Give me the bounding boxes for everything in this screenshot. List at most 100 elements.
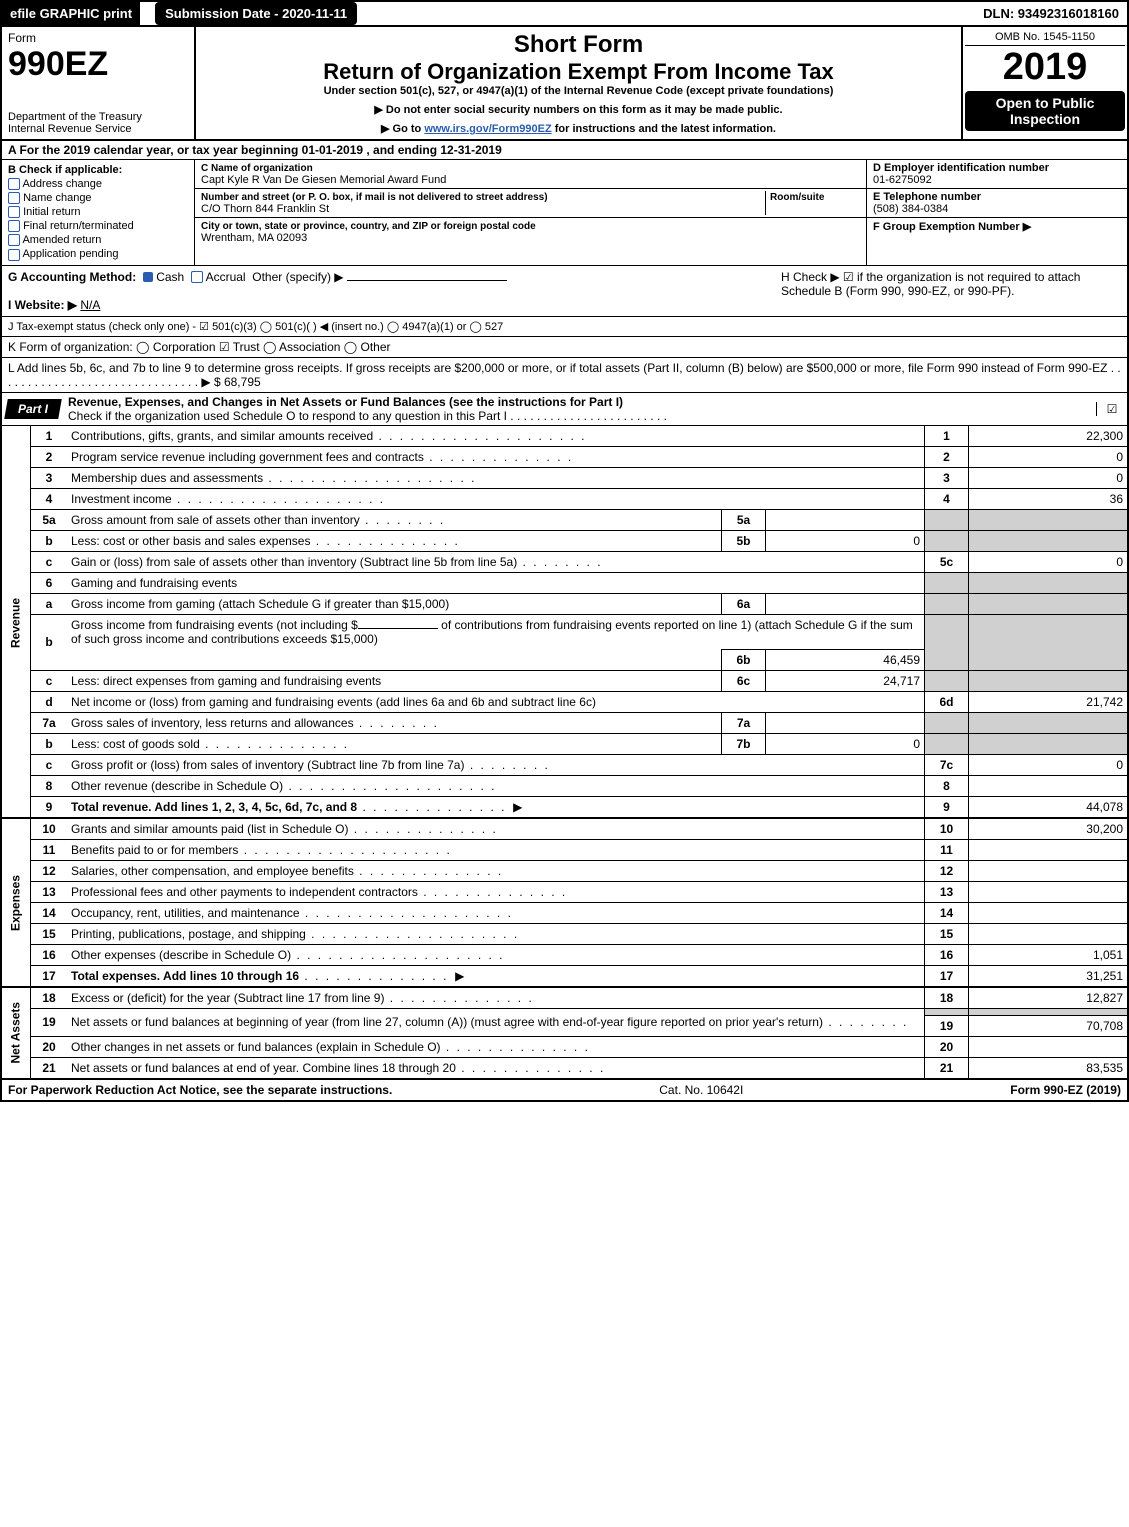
addr-value: C/O Thorn 844 Franklin St (201, 203, 329, 215)
part1-check[interactable]: ☑ (1096, 402, 1127, 416)
header-center: Short Form Return of Organization Exempt… (196, 27, 963, 139)
footer-center: Cat. No. 10642I (659, 1083, 743, 1097)
short-form-title: Short Form (200, 31, 957, 59)
row-6c: c Less: direct expenses from gaming and … (1, 670, 1128, 691)
efile-print-button[interactable]: efile GRAPHIC print (2, 2, 140, 25)
goto-pre: ▶ Go to (381, 123, 424, 135)
line-L-text: L Add lines 5b, 6c, and 7b to line 9 to … (8, 361, 1121, 389)
row-21: 21 Net assets or fund balances at end of… (1, 1057, 1128, 1078)
entity-block: B Check if applicable: Address change Na… (0, 160, 1129, 266)
box-DEF: D Employer identification number 01-6275… (867, 160, 1127, 265)
row-12: 12 Salaries, other compensation, and emp… (1, 860, 1128, 881)
row-2: 2 Program service revenue including gove… (1, 446, 1128, 467)
chk-application-pending[interactable]: Application pending (8, 248, 188, 260)
row-3: 3 Membership dues and assessments 3 0 (1, 467, 1128, 488)
top-bar: efile GRAPHIC print Submission Date - 20… (0, 0, 1129, 27)
part1-sub: Check if the organization used Schedule … (68, 409, 667, 423)
return-title: Return of Organization Exempt From Incom… (200, 59, 957, 85)
ein-label: D Employer identification number (873, 162, 1049, 174)
department-label: Department of the Treasury Internal Reve… (8, 111, 188, 135)
city-label: City or town, state or province, country… (201, 221, 536, 232)
row-19a: 19 Net assets or fund balances at beginn… (1, 1008, 1128, 1015)
part1-tab: Part I (4, 399, 62, 419)
form-header: Form 990EZ Department of the Treasury In… (0, 27, 1129, 141)
group-exemption-cell: F Group Exemption Number ▶ (867, 218, 1127, 235)
row-8: 8 Other revenue (describe in Schedule O)… (1, 775, 1128, 796)
row-6: 6 Gaming and fundraising events (1, 572, 1128, 593)
row-14: 14 Occupancy, rent, utilities, and maint… (1, 902, 1128, 923)
org-name-cell: C Name of organization Capt Kyle R Van D… (195, 160, 866, 189)
chk-name-change[interactable]: Name change (8, 192, 188, 204)
row-7c: c Gross profit or (loss) from sales of i… (1, 754, 1128, 775)
row-7b: b Less: cost of goods sold 7b 0 (1, 733, 1128, 754)
form-word: Form (8, 31, 188, 45)
line-A: A For the 2019 calendar year, or tax yea… (0, 141, 1129, 160)
row-5a: 5a Gross amount from sale of assets othe… (1, 509, 1128, 530)
line-L-value: $ 68,795 (214, 375, 261, 389)
chk-final-return[interactable]: Final return/terminated (8, 220, 188, 232)
row-9: 9 Total revenue. Add lines 1, 2, 3, 4, 5… (1, 796, 1128, 818)
dln-label: DLN: 93492316018160 (975, 2, 1127, 25)
row-6b: b Gross income from fundraising events (… (1, 614, 1128, 649)
city-value: Wrentham, MA 02093 (201, 232, 307, 244)
row-17: 17 Total expenses. Add lines 10 through … (1, 965, 1128, 987)
goto-instructions: ▶ Go to www.irs.gov/Form990EZ for instru… (200, 122, 957, 135)
city-cell: City or town, state or province, country… (195, 218, 866, 246)
open-public-badge: Open to Public Inspection (965, 91, 1125, 131)
line-H: H Check ▶ ☑ if the organization is not r… (771, 270, 1121, 312)
chk-cash[interactable] (143, 272, 153, 282)
chk-amended-return[interactable]: Amended return (8, 234, 188, 246)
tax-year: 2019 (965, 46, 1125, 89)
omb-number: OMB No. 1545-1150 (965, 29, 1125, 46)
chk-address-change[interactable]: Address change (8, 178, 188, 190)
6b-blank-input[interactable] (358, 628, 438, 629)
header-left: Form 990EZ Department of the Treasury In… (2, 27, 196, 139)
line-G: G Accounting Method: Cash Accrual Other … (8, 270, 771, 312)
room-label: Room/suite (770, 192, 824, 203)
line-K: K Form of organization: ◯ Corporation ☑ … (0, 337, 1129, 358)
line-G-label: G Accounting Method: (8, 270, 136, 284)
group-exemption-label: F Group Exemption Number ▶ (873, 221, 1031, 233)
chk-initial-return[interactable]: Initial return (8, 206, 188, 218)
row-7a: 7a Gross sales of inventory, less return… (1, 712, 1128, 733)
row-20: 20 Other changes in net assets or fund b… (1, 1036, 1128, 1057)
side-expenses: Expenses (1, 818, 31, 987)
footer-left: For Paperwork Reduction Act Notice, see … (8, 1083, 392, 1097)
org-name-label: C Name of organization (201, 163, 313, 174)
chk-accrual[interactable] (191, 271, 203, 283)
phone-label: E Telephone number (873, 191, 981, 203)
header-right: OMB No. 1545-1150 2019 Open to Public In… (963, 27, 1127, 139)
row-4: 4 Investment income 4 36 (1, 488, 1128, 509)
side-netassets: Net Assets (1, 987, 31, 1079)
line-L: L Add lines 5b, 6c, and 7b to line 9 to … (0, 358, 1129, 393)
part1-title: Revenue, Expenses, and Changes in Net As… (68, 393, 1096, 425)
row-5c: c Gain or (loss) from sale of assets oth… (1, 551, 1128, 572)
irs-link[interactable]: www.irs.gov/Form990EZ (424, 123, 551, 135)
line-I-label: I Website: ▶ (8, 298, 77, 312)
addr-label: Number and street (or P. O. box, if mail… (201, 192, 548, 203)
box-C: C Name of organization Capt Kyle R Van D… (195, 160, 867, 265)
goto-post: for instructions and the latest informat… (552, 123, 776, 135)
row-6a: a Gross income from gaming (attach Sched… (1, 593, 1128, 614)
part1-table: Revenue 1 Contributions, gifts, grants, … (0, 426, 1129, 1079)
under-section: Under section 501(c), 527, or 4947(a)(1)… (200, 85, 957, 97)
page-footer: For Paperwork Reduction Act Notice, see … (0, 1079, 1129, 1102)
row-G-H: G Accounting Method: Cash Accrual Other … (0, 266, 1129, 317)
row-15: 15 Printing, publications, postage, and … (1, 923, 1128, 944)
submission-date-badge: Submission Date - 2020-11-11 (155, 2, 357, 25)
top-bar-left: efile GRAPHIC print Submission Date - 20… (2, 2, 357, 25)
ein-cell: D Employer identification number 01-6275… (867, 160, 1127, 189)
line-J: J Tax-exempt status (check only one) - ☑… (0, 317, 1129, 337)
box-B: B Check if applicable: Address change Na… (2, 160, 195, 265)
row-5b: b Less: cost or other basis and sales ex… (1, 530, 1128, 551)
footer-right: Form 990-EZ (2019) (1010, 1083, 1121, 1097)
address-row: Number and street (or P. O. box, if mail… (195, 189, 866, 218)
row-16: 16 Other expenses (describe in Schedule … (1, 944, 1128, 965)
row-13: 13 Professional fees and other payments … (1, 881, 1128, 902)
other-specify-input[interactable] (347, 280, 507, 281)
ein-value: 01-6275092 (873, 174, 932, 186)
phone-cell: E Telephone number (508) 384-0384 (867, 189, 1127, 218)
org-name: Capt Kyle R Van De Giesen Memorial Award… (201, 174, 446, 186)
side-revenue: Revenue (1, 426, 31, 818)
row-1: Revenue 1 Contributions, gifts, grants, … (1, 426, 1128, 447)
